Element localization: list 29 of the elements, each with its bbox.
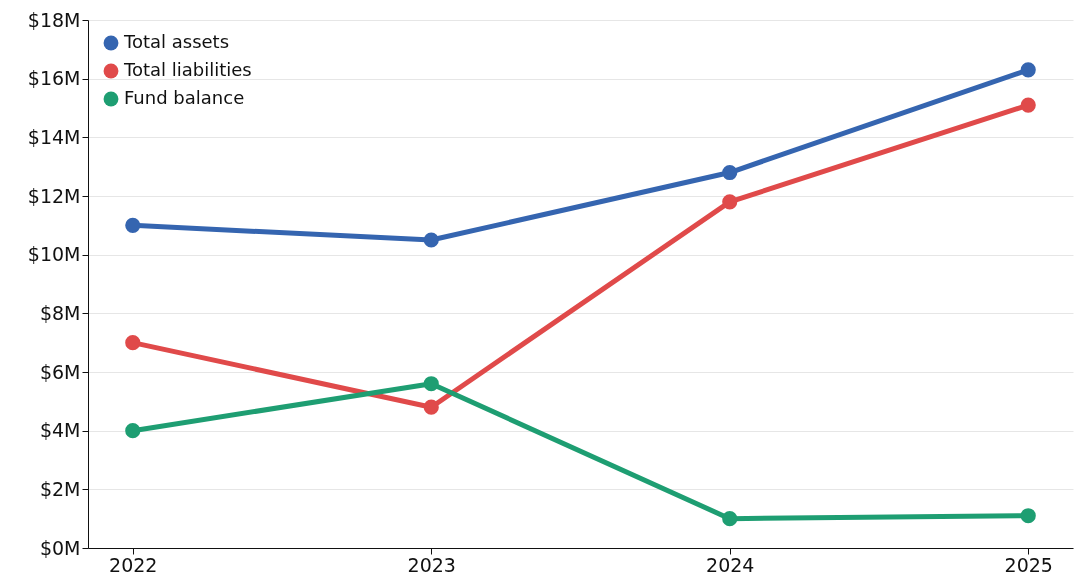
point [722,511,738,527]
y-tick-label: $16M [27,67,81,90]
y-tick-label: $4M [39,419,81,442]
point [125,423,141,439]
legend-label: Fund balance [124,87,245,108]
point [722,164,738,181]
point [722,194,738,210]
y-tick-label: $8M [39,301,81,324]
x-tick-label: 2024 [706,553,755,576]
y-tick-label: $18M [27,8,81,31]
point [423,232,439,248]
point [1020,62,1036,78]
point [125,335,141,351]
y-tick-label: $6M [39,360,81,383]
y-tick-label: $12M [27,184,81,207]
x-tick-label: 2025 [1004,553,1053,576]
point [125,217,141,233]
legend-label: Total liabilities [123,59,252,80]
legend-label: Total assets [123,31,230,52]
y-tick-label: $10M [27,243,81,266]
y-tick-label: $14M [27,125,81,148]
point [423,376,439,392]
y-tick-label: $2M [39,477,81,500]
point [1020,508,1036,524]
point [1020,97,1036,113]
x-tick-label: 2023 [407,553,456,576]
x-tick-label: 2022 [109,553,158,576]
y-tick-label: $0M [39,536,81,559]
point [423,399,439,415]
